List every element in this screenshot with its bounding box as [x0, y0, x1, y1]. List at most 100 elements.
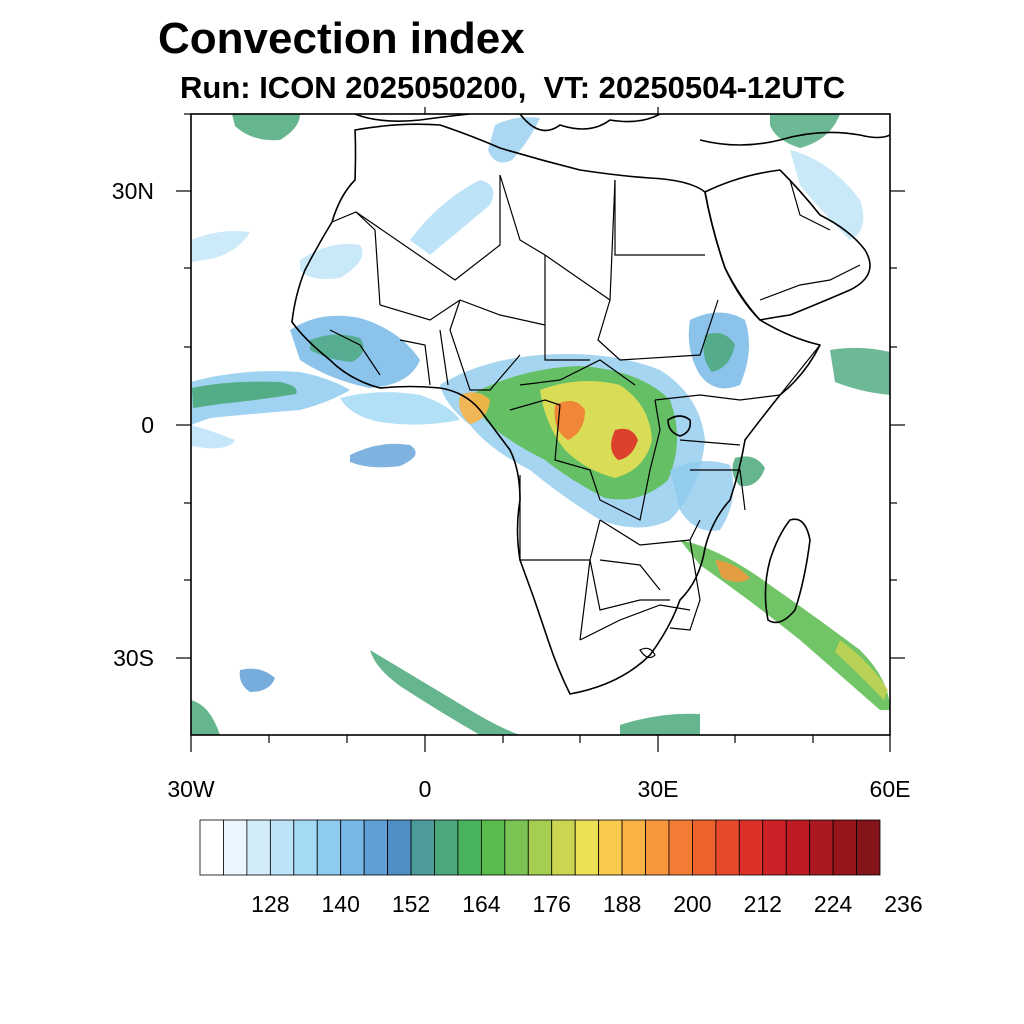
field-north-corner: [232, 114, 300, 141]
map-ticks: [176, 107, 905, 752]
colorbar-swatch-9: [410, 819, 435, 876]
field-mozambique-band: [680, 540, 890, 710]
border-namibia-botswana: [579, 559, 670, 641]
field-indian-band-core: [835, 640, 888, 700]
field-atlantic-itcz-core: [192, 381, 297, 408]
field-sw-atlantic: [191, 425, 235, 449]
colorbar-swatch-6: [340, 819, 365, 876]
colorbar-label-200: 200: [673, 891, 711, 917]
colorbar-label-236: 236: [884, 891, 922, 917]
europe-south: [354, 114, 890, 146]
chart-title: Convection index: [158, 14, 525, 63]
colorbar-swatch-1: [223, 819, 248, 876]
border-west-coast: [329, 329, 449, 386]
colorbar-swatch-18: [621, 819, 646, 876]
field-sw-corner: [191, 700, 220, 735]
border-niger-chad: [544, 255, 590, 361]
border-zambia: [599, 519, 701, 591]
border-drc: [509, 399, 661, 521]
colorbar-swatch-3: [269, 819, 295, 876]
africa-coastline: [291, 123, 821, 695]
madagascar: [764, 518, 811, 624]
field-atlantic-south: [350, 443, 416, 468]
lat-label-30n: 30N: [112, 178, 154, 204]
field-nw-atlantic: [191, 231, 250, 262]
colorbar-label-128: 128: [251, 891, 289, 917]
border-algeria: [355, 175, 501, 281]
lon-label-30e: 30E: [638, 776, 679, 802]
field-atlas: [300, 244, 363, 279]
colorbar-swatch-14: [527, 819, 553, 876]
field-indian-ocean-cell: [732, 456, 765, 487]
colorbar-swatch-17: [598, 819, 623, 876]
chart-subtitle: Run: ICON 2025050200, VT: 20250504-12UTC: [180, 70, 846, 105]
lon-label-30w: 30W: [167, 776, 215, 802]
land-outlines: [291, 114, 890, 695]
colorbar-swatch-23: [738, 819, 764, 876]
lat-label-30s: 30S: [113, 645, 154, 671]
colorbar-swatch-8: [387, 819, 412, 876]
colorbar-label-152: 152: [392, 891, 430, 917]
colorbar-label-224: 224: [814, 891, 853, 917]
colorbar-label-164: 164: [462, 891, 501, 917]
border-morocco: [331, 211, 381, 306]
lat-label-0: 0: [141, 412, 154, 438]
colorbar-swatch-13: [504, 819, 529, 876]
border-libya: [499, 174, 616, 302]
colorbar-label-212: 212: [744, 891, 782, 917]
colorbar-swatch-0: [199, 819, 224, 876]
lon-label-60e: 60E: [870, 776, 911, 802]
colorbar-swatch-4: [293, 819, 318, 876]
colorbar-swatch-25: [785, 819, 811, 876]
border-lesotho: [639, 647, 656, 659]
colorbar: [199, 819, 881, 876]
colorbar-swatch-11: [457, 819, 482, 876]
colorbar-swatch-2: [246, 819, 271, 876]
field-cameroon-peak: [459, 392, 490, 424]
field-south-atlantic-band: [370, 650, 520, 735]
colorbar-swatch-26: [809, 819, 834, 876]
border-south-africa: [579, 604, 691, 641]
arabia: [704, 169, 871, 321]
colorbar-swatch-12: [480, 819, 506, 876]
colorbar-label-176: 176: [533, 891, 571, 917]
field-ethiopia-core: [703, 332, 735, 372]
colorbar-swatch-21: [692, 819, 717, 876]
field-east-africa: [670, 461, 734, 531]
colorbar-swatch-16: [574, 819, 600, 876]
colorbar-swatch-27: [832, 819, 857, 876]
border-arabia: [759, 179, 861, 301]
colorbar-swatch-20: [668, 819, 693, 876]
border-egypt: [614, 180, 705, 256]
border-nigeria: [449, 299, 521, 391]
border-angola: [519, 475, 601, 561]
field-turkey: [770, 114, 840, 148]
field-central-africa-peak1: [554, 401, 585, 440]
field-somalia-east: [830, 347, 890, 395]
field-gulf-guinea: [340, 392, 460, 425]
colorbar-labels: 128 140 152 164 176 188 200 212 224 236: [251, 891, 922, 917]
border-car: [519, 359, 636, 386]
lake-victoria: [667, 415, 692, 437]
field-med-central: [488, 117, 540, 163]
border-sudan: [597, 299, 719, 361]
field-mozambique-core: [715, 560, 750, 582]
colorbar-label-140: 140: [322, 891, 360, 917]
colorbar-swatch-28: [856, 819, 881, 876]
colorbar-swatch-22: [715, 819, 740, 876]
field-south-cape: [620, 713, 700, 735]
colorbar-label-188: 188: [603, 891, 641, 917]
field-south-atlantic-cell: [239, 668, 275, 692]
field-central-africa-peak2: [611, 428, 638, 460]
colorbar-swatch-24: [762, 819, 787, 876]
lon-label-0: 0: [419, 776, 432, 802]
border-mali: [379, 299, 546, 326]
border-east-africa: [654, 394, 746, 511]
border-somalia: [739, 344, 821, 401]
colorbar-swatch-7: [363, 819, 388, 876]
field-sahara-streak: [410, 180, 494, 255]
field-arabia: [790, 150, 864, 240]
convection-field: [191, 114, 890, 735]
colorbar-swatch-19: [645, 819, 670, 876]
